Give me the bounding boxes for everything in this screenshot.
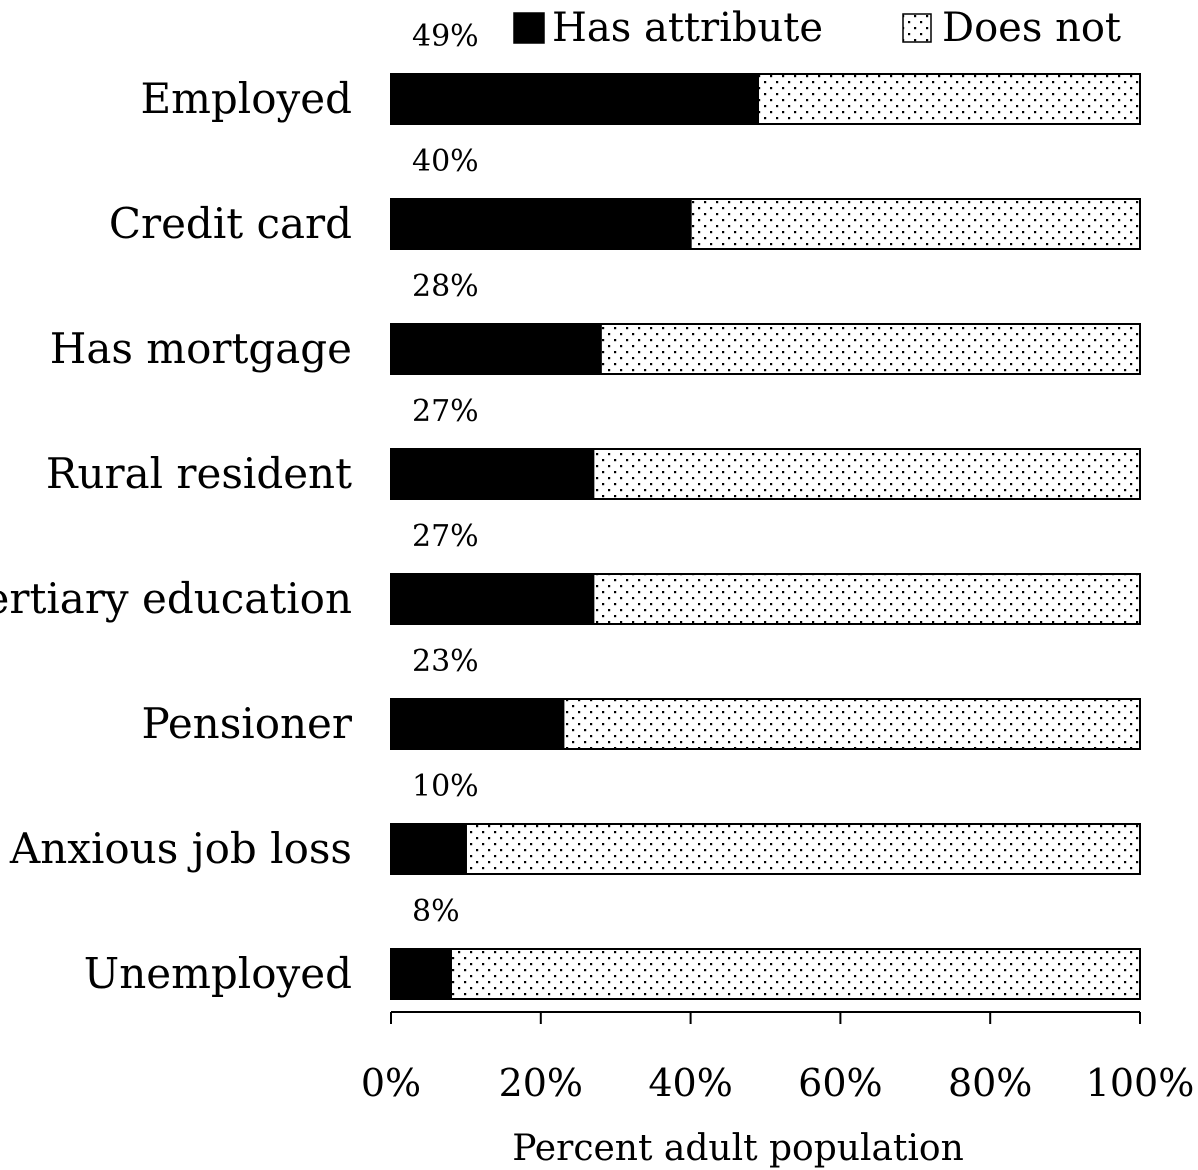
- category-label: Credit card: [109, 199, 352, 248]
- bar-has-attribute: [390, 698, 565, 750]
- category-label: Tertiary education: [0, 574, 352, 623]
- bar-does-not: [757, 73, 1141, 125]
- x-axis-title: Percent adult population: [512, 1128, 964, 1169]
- bar-does-not: [464, 823, 1141, 875]
- legend-swatch-has-attribute: [513, 12, 545, 44]
- bar-does-not: [689, 198, 1141, 250]
- bars-group: Employed 49% Credit card 40% Has mortgage 28%…: [0, 19, 1142, 1000]
- value-label: 10%: [412, 769, 479, 804]
- value-label: 27%: [412, 394, 479, 429]
- category-label: Unemployed: [84, 949, 352, 998]
- value-label: 28%: [412, 269, 479, 304]
- value-label: 27%: [412, 519, 479, 554]
- bar-has-attribute: [390, 448, 595, 500]
- value-label: 23%: [412, 644, 479, 679]
- category-label: Pensioner: [141, 699, 352, 748]
- legend: Has attribute Does not: [513, 5, 1121, 51]
- bar-has-attribute: [390, 948, 452, 1000]
- bar-does-not: [592, 448, 1141, 500]
- x-tick-label: 60%: [798, 1061, 882, 1105]
- bar-has-attribute: [390, 198, 692, 250]
- x-tick-label: 20%: [499, 1061, 583, 1105]
- value-label: 49%: [412, 19, 479, 54]
- bar-does-not: [599, 323, 1141, 375]
- category-label: Rural resident: [46, 449, 352, 498]
- x-tick-label: 0%: [361, 1061, 421, 1105]
- x-tick-label: 40%: [648, 1061, 732, 1105]
- x-tick-label: 80%: [948, 1061, 1032, 1105]
- bar-has-attribute: [390, 573, 595, 625]
- category-label: Employed: [140, 74, 352, 123]
- bar-does-not: [449, 948, 1142, 1000]
- bar-has-attribute: [390, 73, 760, 125]
- bar-has-attribute: [390, 323, 602, 375]
- legend-label-has-attribute: Has attribute: [552, 5, 823, 51]
- category-label: Has mortgage: [50, 324, 352, 373]
- x-axis: 0% 20% 40% 60% 80% 100%: [361, 1011, 1195, 1105]
- bar-does-not: [562, 698, 1141, 750]
- category-label: Anxious job loss: [9, 824, 352, 873]
- value-label: 40%: [412, 144, 479, 179]
- x-tick-label: 100%: [1086, 1061, 1195, 1105]
- legend-swatch-does-not: [902, 13, 932, 43]
- legend-label-does-not: Does not: [942, 5, 1121, 51]
- bar-does-not: [592, 573, 1141, 625]
- bar-has-attribute: [390, 823, 467, 875]
- value-label: 8%: [412, 894, 460, 929]
